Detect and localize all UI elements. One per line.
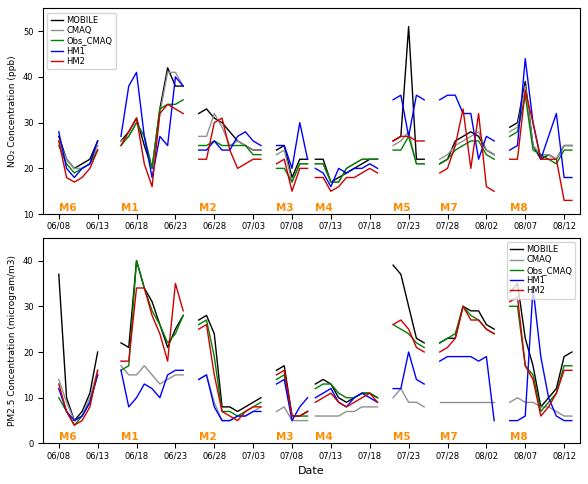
Text: M6: M6 [59, 432, 76, 442]
Text: M5: M5 [393, 203, 410, 213]
Y-axis label: PM2.5 Concentration (microgram/m3): PM2.5 Concentration (microgram/m3) [8, 255, 17, 426]
Text: M2: M2 [199, 203, 216, 213]
Text: M5: M5 [393, 432, 410, 442]
Legend: MOBILE, CMAQ, Obs_CMAQ, HM1, HM2: MOBILE, CMAQ, Obs_CMAQ, HM1, HM2 [48, 13, 116, 69]
Text: M3: M3 [276, 203, 294, 213]
Text: M8: M8 [510, 203, 527, 213]
Text: M7: M7 [440, 203, 457, 213]
Text: M1: M1 [121, 432, 139, 442]
Text: M3: M3 [276, 432, 294, 442]
Text: M7: M7 [440, 432, 457, 442]
Text: M1: M1 [121, 203, 139, 213]
Text: M6: M6 [59, 203, 76, 213]
Y-axis label: NO₂ Concentration (ppb): NO₂ Concentration (ppb) [8, 55, 17, 167]
X-axis label: Date: Date [298, 466, 325, 476]
Text: M2: M2 [199, 432, 216, 442]
Text: M8: M8 [510, 432, 527, 442]
Legend: MOBILE, CMAQ, Obs_CMAQ, HM1, HM2: MOBILE, CMAQ, Obs_CMAQ, HM1, HM2 [507, 242, 576, 299]
Text: M4: M4 [315, 203, 333, 213]
Text: M4: M4 [315, 432, 333, 442]
